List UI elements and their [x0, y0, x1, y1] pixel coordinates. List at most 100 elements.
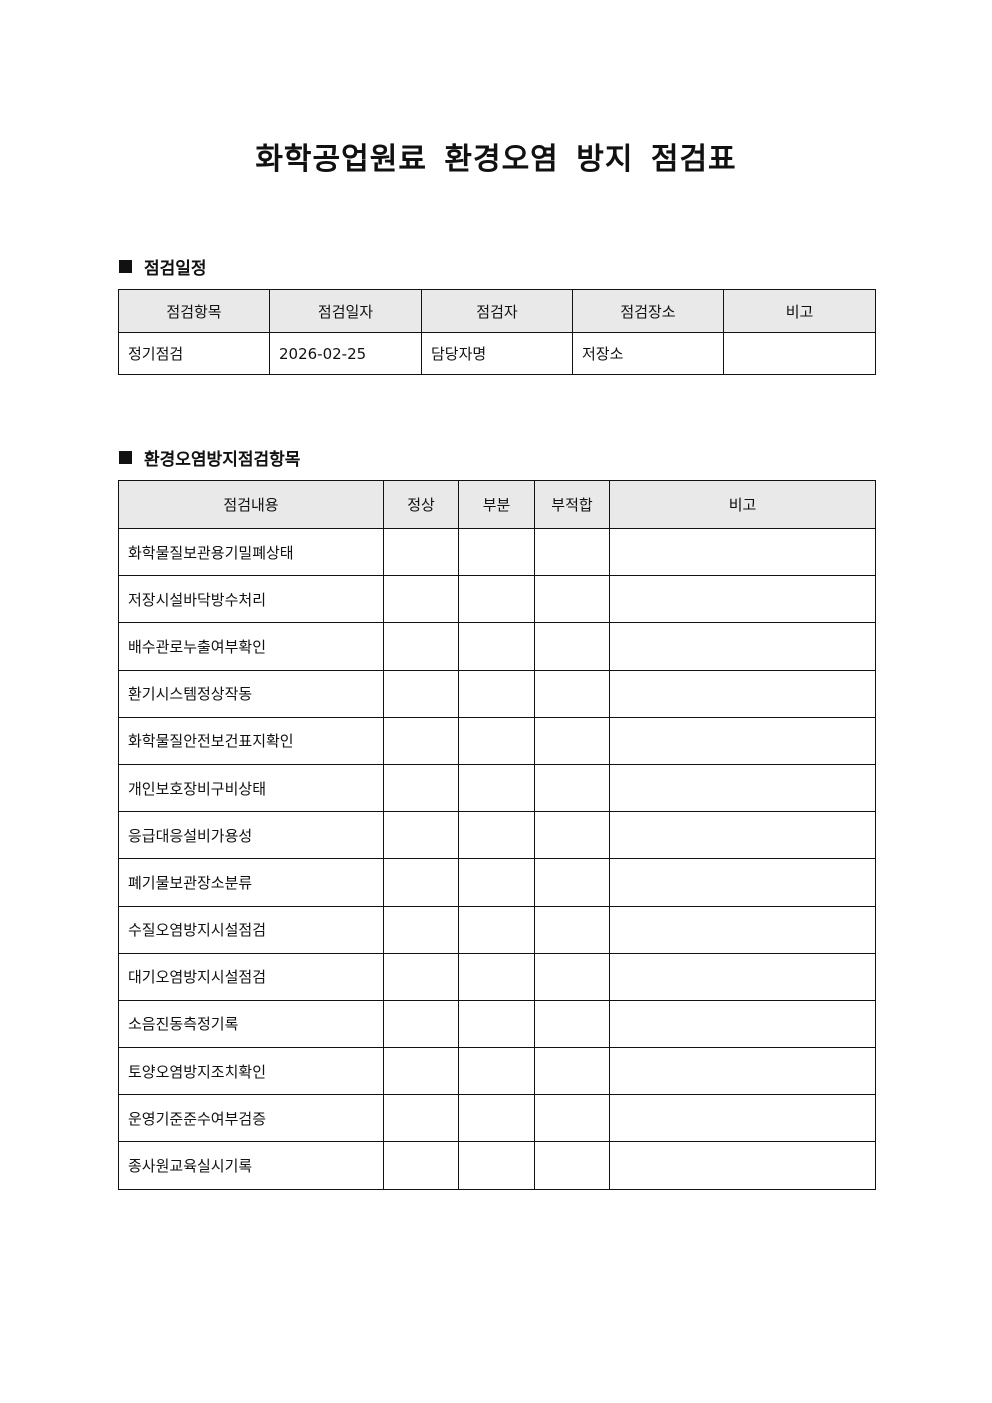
table-row: 화학물질보관용기밀폐상태 [118, 527, 876, 577]
remarks-cell[interactable] [609, 858, 876, 907]
normal-cell[interactable] [383, 952, 459, 1001]
partial-cell[interactable] [458, 575, 535, 624]
check-item-label: 환기시스템정상작동 [118, 669, 384, 718]
noncompliant-cell[interactable] [534, 858, 610, 907]
partial-cell[interactable] [458, 905, 535, 954]
check-item-label: 토양오염방지조치확인 [118, 1047, 384, 1096]
table-header-row: 점검항목 점검일자 점검자 점검장소 비고 [118, 289, 876, 333]
remarks-cell[interactable] [609, 622, 876, 671]
noncompliant-cell[interactable] [534, 1141, 610, 1190]
table-header-row: 점검내용 정상 부분 부적합 비고 [118, 480, 876, 529]
inspector-cell[interactable]: 담당자명 [421, 332, 573, 375]
remarks-cell[interactable] [609, 527, 876, 577]
normal-cell[interactable] [383, 669, 459, 718]
normal-cell[interactable] [383, 622, 459, 671]
table-row: 대기오염방지시설점검 [118, 952, 876, 1001]
noncompliant-cell[interactable] [534, 952, 610, 1001]
remarks-cell[interactable] [609, 669, 876, 718]
document-title: 화학공업원료 환경오염 방지 점검표 [255, 142, 737, 177]
remarks-cell[interactable] [609, 1141, 876, 1190]
partial-cell[interactable] [458, 952, 535, 1001]
inspection-date-cell[interactable]: 2026-02-25 [269, 332, 422, 375]
partial-cell[interactable] [458, 527, 535, 577]
noncompliant-cell[interactable] [534, 811, 610, 860]
partial-cell[interactable] [458, 1094, 535, 1143]
table-row: 수질오염방지시설점검 [118, 905, 876, 954]
noncompliant-cell[interactable] [534, 622, 610, 671]
remarks-cell[interactable] [609, 952, 876, 1001]
normal-cell[interactable] [383, 1047, 459, 1096]
header-cell: 정상 [383, 480, 459, 529]
noncompliant-cell[interactable] [534, 527, 610, 577]
location-cell[interactable]: 저장소 [572, 332, 724, 375]
inspection-type-cell[interactable]: 정기점검 [118, 332, 270, 375]
partial-cell[interactable] [458, 716, 535, 765]
noncompliant-cell[interactable] [534, 905, 610, 954]
partial-cell[interactable] [458, 622, 535, 671]
remarks-cell[interactable] [609, 999, 876, 1049]
check-item-label: 저장시설바닥방수처리 [118, 575, 384, 624]
normal-cell[interactable] [383, 1141, 459, 1190]
check-item-label: 개인보호장비구비상태 [118, 763, 384, 813]
remarks-cell[interactable] [609, 811, 876, 860]
partial-cell[interactable] [458, 811, 535, 860]
table-row: 환기시스템정상작동 [118, 669, 876, 718]
header-cell: 비고 [609, 480, 876, 529]
remarks-cell[interactable] [609, 1047, 876, 1096]
table-row: 배수관로누출여부확인 [118, 622, 876, 671]
header-cell: 점검장소 [572, 289, 724, 333]
table-row: 정기점검 2026-02-25 담당자명 저장소 [118, 332, 876, 375]
normal-cell[interactable] [383, 811, 459, 860]
remarks-cell[interactable] [609, 763, 876, 813]
noncompliant-cell[interactable] [534, 763, 610, 813]
normal-cell[interactable] [383, 999, 459, 1049]
check-item-label: 운영기준준수여부검증 [118, 1094, 384, 1143]
header-cell: 점검내용 [118, 480, 384, 529]
header-cell: 부적합 [534, 480, 610, 529]
section-heading-text: 점검일정 [144, 259, 207, 279]
normal-cell[interactable] [383, 716, 459, 765]
normal-cell[interactable] [383, 858, 459, 907]
partial-cell[interactable] [458, 858, 535, 907]
remarks-cell[interactable] [609, 905, 876, 954]
header-cell: 비고 [723, 289, 876, 333]
partial-cell[interactable] [458, 1047, 535, 1096]
normal-cell[interactable] [383, 575, 459, 624]
normal-cell[interactable] [383, 905, 459, 954]
partial-cell[interactable] [458, 763, 535, 813]
section-heading-checklist: 환경오염방지점검항목 [119, 445, 300, 470]
check-item-label: 화학물질안전보건표지확인 [118, 716, 384, 765]
check-item-label: 소음진동측정기록 [118, 999, 384, 1049]
table-row: 폐기물보관장소분류 [118, 858, 876, 907]
table-row: 응급대응설비가용성 [118, 811, 876, 860]
check-item-label: 수질오염방지시설점검 [118, 905, 384, 954]
remarks-cell[interactable] [609, 716, 876, 765]
noncompliant-cell[interactable] [534, 999, 610, 1049]
table-row: 저장시설바닥방수처리 [118, 575, 876, 624]
partial-cell[interactable] [458, 999, 535, 1049]
remarks-cell[interactable] [609, 1094, 876, 1143]
table-row: 소음진동측정기록 [118, 999, 876, 1049]
section-heading-schedule: 점검일정 [119, 254, 207, 279]
normal-cell[interactable] [383, 1094, 459, 1143]
table-row: 종사원교육실시기록 [118, 1141, 876, 1190]
check-item-label: 종사원교육실시기록 [118, 1141, 384, 1190]
remarks-cell[interactable] [609, 575, 876, 624]
table-row: 운영기준준수여부검증 [118, 1094, 876, 1143]
noncompliant-cell[interactable] [534, 669, 610, 718]
noncompliant-cell[interactable] [534, 1047, 610, 1096]
check-item-label: 대기오염방지시설점검 [118, 952, 384, 1001]
section-heading-text: 환경오염방지점검항목 [144, 450, 301, 470]
table-row: 토양오염방지조치확인 [118, 1047, 876, 1096]
partial-cell[interactable] [458, 669, 535, 718]
noncompliant-cell[interactable] [534, 716, 610, 765]
square-bullet-icon [119, 451, 132, 464]
table-row: 개인보호장비구비상태 [118, 763, 876, 813]
partial-cell[interactable] [458, 1141, 535, 1190]
normal-cell[interactable] [383, 763, 459, 813]
normal-cell[interactable] [383, 527, 459, 577]
noncompliant-cell[interactable] [534, 575, 610, 624]
check-item-label: 배수관로누출여부확인 [118, 622, 384, 671]
remarks-cell[interactable] [723, 332, 876, 375]
noncompliant-cell[interactable] [534, 1094, 610, 1143]
